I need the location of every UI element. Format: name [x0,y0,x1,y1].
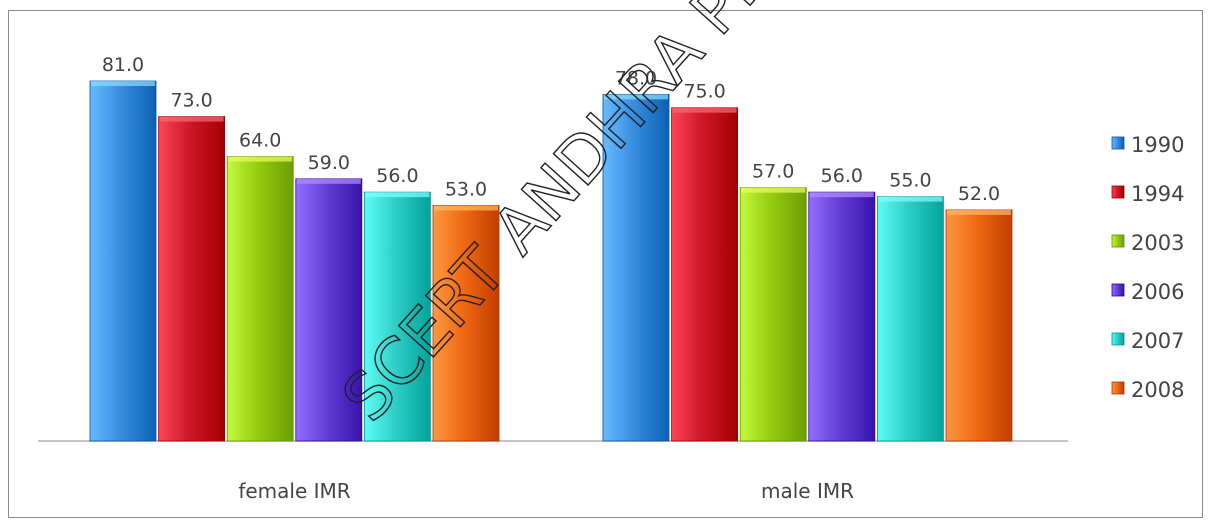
data-label: 75.0 [683,81,725,103]
data-label: 59.0 [308,152,350,174]
data-label: 53.0 [445,178,487,200]
legend-swatch-2008 [1111,381,1125,395]
bar-top-highlight [741,187,806,193]
bar-female-imr-2003 [226,156,294,442]
bar-male-imr-1990 [602,93,670,442]
data-label: 81.0 [102,54,144,76]
bar-top-highlight [604,94,668,100]
category-label: male IMR [761,479,854,503]
data-labels-layer: 81.0 73.0 64.0 59.0 56.0 53.0 78.0 75.0 57.0 56.0… [102,54,1000,205]
legend-swatch-1994 [1111,185,1125,199]
bars-layer [89,80,1013,442]
bar-top-highlight [878,196,943,202]
legend-swatch-2007 [1111,332,1125,346]
bar-top-highlight [159,116,224,122]
legend-label-2006: 2006 [1131,280,1184,304]
bar-male-imr-1994 [671,107,738,442]
data-label: 55.0 [889,170,931,192]
legend-label-2003: 2003 [1131,231,1184,255]
bar-top-highlight [434,205,498,211]
category-labels-layer: female IMR male IMR [238,479,854,503]
bar-female-imr-1990 [89,80,157,442]
bar-top-highlight [809,192,874,198]
bar-male-imr-2007 [877,196,944,442]
legend-label-2007: 2007 [1131,329,1184,353]
legend-label-2008: 2008 [1131,378,1184,402]
data-label: 56.0 [376,165,418,187]
bar-top-highlight [365,192,430,198]
bar-top-highlight [296,178,361,184]
legend: 1990 1994 2003 2006 2007 2008 [1111,133,1184,402]
legend-label-1994: 1994 [1131,182,1184,206]
data-label: 56.0 [821,165,863,187]
bar-top-highlight [91,81,155,87]
bar-female-imr-2007 [363,191,431,442]
bar-female-imr-2008 [432,205,500,442]
bar-female-imr-2006 [295,178,363,442]
bar-female-imr-1994 [158,116,226,442]
bar-male-imr-2008 [945,209,1013,442]
legend-swatch-2006 [1111,283,1125,297]
legend-label-1990: 1990 [1131,133,1184,157]
bar-top-highlight [947,209,1011,215]
legend-swatch-1990 [1111,136,1125,150]
bar-top-highlight [228,156,293,162]
legend-swatch-2003 [1111,234,1125,248]
bar-top-highlight [672,107,737,113]
data-label: 78.0 [615,67,657,89]
data-label: 57.0 [752,161,794,183]
data-label: 73.0 [170,90,212,112]
bar-male-imr-2003 [739,187,807,442]
data-label: 52.0 [958,183,1000,205]
category-label: female IMR [238,479,350,503]
bar-male-imr-2006 [808,191,876,442]
data-label: 64.0 [239,130,281,152]
